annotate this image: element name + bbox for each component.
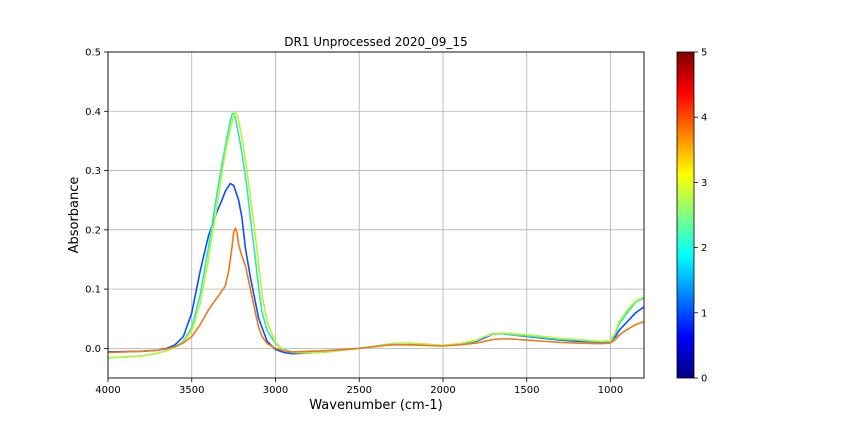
x-tick-label: 2000 <box>430 385 455 396</box>
x-tick-label: 3000 <box>263 385 288 396</box>
x-tick-label: 1000 <box>598 385 623 396</box>
x-tick-label: 3500 <box>179 385 204 396</box>
series-line-4 <box>108 227 644 354</box>
colorbar-tick-label: 1 <box>701 308 707 319</box>
y-tick-label: 0.5 <box>85 48 101 59</box>
grid-lines <box>107 51 644 378</box>
y-axis-ticks: 0.0 0.1 0.2 0.3 0.4 0.5 <box>85 48 108 355</box>
series-line-1 <box>108 182 644 355</box>
y-tick-label: 0.0 <box>85 344 101 355</box>
series-line-3 <box>108 111 644 359</box>
y-tick-label: 0.4 <box>85 107 101 118</box>
plot-frame <box>107 51 645 379</box>
series-group <box>108 111 644 359</box>
colorbar-tick-label: 0 <box>701 374 707 385</box>
chart-title: DR1 Unprocessed 2020_09_15 <box>284 35 467 49</box>
colorbar-tick-label: 3 <box>701 178 707 189</box>
y-axis-label: Absorbance <box>67 177 82 254</box>
x-tick-label: 2500 <box>347 385 372 396</box>
colorbar <box>676 51 695 379</box>
x-tick-label: 4000 <box>95 385 120 396</box>
y-tick-label: 0.3 <box>85 166 101 177</box>
x-axis-ticks: 4000 3500 3000 2500 2000 1500 1000 <box>95 378 623 396</box>
y-tick-label: 0.1 <box>85 285 101 296</box>
y-tick-label: 0.2 <box>85 225 101 236</box>
colorbar-ticks: 0 1 2 3 4 5 <box>694 48 707 385</box>
colorbar-tick-label: 5 <box>701 48 707 59</box>
colorbar-tick-label: 4 <box>701 113 707 124</box>
x-axis-label: Wavenumber (cm-1) <box>309 398 442 413</box>
colorbar-tick-label: 2 <box>701 243 707 254</box>
x-tick-label: 1500 <box>514 385 539 396</box>
